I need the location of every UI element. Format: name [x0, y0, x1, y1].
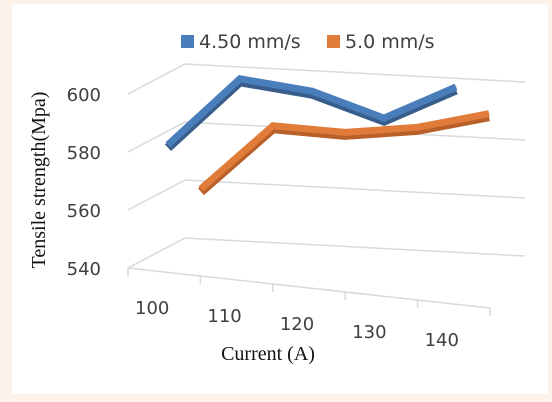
x-tick-label: 120: [280, 314, 314, 335]
data-point: [344, 131, 346, 133]
data-point: [311, 90, 313, 92]
legend-label-series-2: 5.0 mm/s: [345, 31, 435, 53]
gridline: [127, 237, 526, 269]
x-axis-line: [127, 267, 491, 309]
data-point: [416, 126, 418, 128]
y-tick-labels: 540 560 580 600: [67, 85, 101, 280]
y-tick-label: 540: [67, 259, 101, 280]
data-point: [200, 188, 202, 190]
x-axis-title: Current (A): [221, 343, 315, 365]
data-point: [167, 144, 169, 146]
series-layer: [164, 75, 490, 196]
gridline: [127, 63, 526, 95]
data-point: [455, 86, 457, 88]
x-tick-label: 100: [135, 298, 169, 319]
data-point: [383, 117, 385, 119]
data-point: [488, 113, 490, 115]
legend: 4.50 mm/s 5.0 mm/s: [181, 31, 435, 53]
y-tick-label: 600: [67, 85, 101, 106]
x-tick-label: 110: [207, 306, 241, 327]
legend-swatch-series-2: [327, 35, 340, 48]
x-tick-label: 140: [425, 330, 459, 351]
legend-swatch-series-1: [181, 35, 194, 48]
chart-background: [12, 4, 548, 394]
x-tick-labels: 100 110 120 130 140: [135, 298, 459, 351]
y-tick-label: 560: [67, 201, 101, 222]
data-point: [272, 125, 274, 127]
x-axis: [127, 267, 491, 316]
y-axis-title: Tensile strength(Mpa): [28, 92, 50, 269]
legend-label-series-1: 4.50 mm/s: [199, 31, 301, 53]
gridlines: [127, 63, 526, 269]
gridline: [127, 179, 526, 211]
y-tick-label: 580: [67, 143, 101, 164]
data-point: [239, 78, 241, 80]
x-tick-label: 130: [352, 322, 386, 343]
